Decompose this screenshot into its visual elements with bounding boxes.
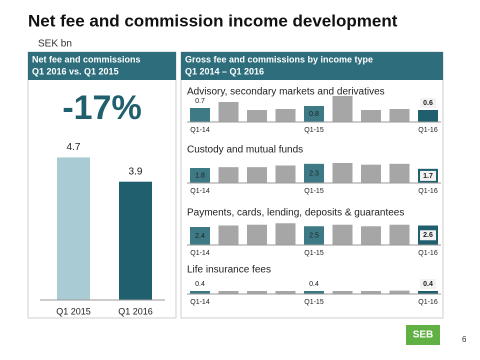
- x-tick-label: Q1 2016: [118, 306, 153, 316]
- bar: [332, 224, 353, 245]
- bar: [218, 291, 239, 294]
- bar: [389, 290, 410, 294]
- bar: [190, 168, 210, 183]
- bar: [389, 109, 410, 122]
- bar: [304, 163, 324, 183]
- right-panel: [180, 51, 444, 319]
- logo-box: [406, 325, 440, 345]
- bar: [247, 224, 267, 245]
- right-panel-title: Gross fee and commissions by income type: [185, 54, 373, 64]
- value-label: 1.7: [423, 173, 433, 180]
- bar: [275, 291, 296, 294]
- label-box: [420, 279, 436, 289]
- bar: [247, 110, 267, 122]
- x-tick-label: Q1-16: [418, 299, 438, 306]
- value-label: 4.7: [67, 142, 81, 153]
- chart-title: Life insurance fees: [187, 265, 271, 276]
- label-box: [420, 98, 436, 108]
- right-panel-header: [181, 52, 443, 80]
- value-label: 0.8: [309, 111, 319, 118]
- value-label: 1.8: [195, 172, 205, 179]
- right-panel-subtitle: Q1 2014 – Q1 2016: [185, 66, 264, 76]
- value-label: 2.6: [423, 232, 433, 239]
- x-tick-label: Q1 2015: [56, 306, 91, 316]
- left-panel-title: Net fee and commissions: [32, 54, 141, 64]
- bar: [332, 163, 353, 183]
- value-label: 0.7: [195, 98, 205, 105]
- bar: [247, 291, 267, 294]
- chart-title: Custody and mutual funds: [187, 145, 303, 156]
- value-label: 0.4: [309, 281, 319, 288]
- unit: SEK bn: [38, 39, 72, 50]
- bar: [332, 291, 353, 294]
- bar: [218, 225, 239, 245]
- bar: [275, 109, 296, 122]
- x-tick-label: Q1-14: [190, 299, 210, 306]
- value-label: 2.5: [309, 232, 319, 239]
- x-tick-label: Q1-16: [418, 127, 438, 134]
- x-tick-label: Q1-15: [304, 188, 324, 195]
- bar: [361, 164, 381, 183]
- bar: [304, 106, 324, 122]
- bar: [218, 102, 239, 122]
- x-tick-label: Q1-15: [304, 299, 324, 306]
- x-tick-label: Q1-15: [304, 250, 324, 257]
- value-label: 0.4: [195, 281, 205, 288]
- value-label: 3.9: [129, 166, 143, 177]
- bar: [190, 108, 210, 122]
- label-box: [420, 230, 436, 241]
- value-label: 2.4: [195, 233, 205, 240]
- change-annotation: -17%: [62, 89, 141, 127]
- x-tick-label: Q1-14: [190, 250, 210, 257]
- bar: [361, 291, 381, 294]
- bar: [332, 96, 353, 122]
- bar: [218, 167, 239, 183]
- bar: [304, 226, 324, 245]
- x-tick-label: Q1-14: [190, 127, 210, 134]
- bar: [119, 181, 152, 300]
- bar: [389, 163, 410, 183]
- bar: [361, 226, 381, 245]
- bar: [275, 165, 296, 183]
- bar: [247, 167, 267, 183]
- left-panel-header: [28, 52, 176, 80]
- chart-title: Advisory, secondary markets and derivati…: [187, 87, 385, 98]
- chart-title: Payments, cards, lending, deposits & gua…: [187, 208, 404, 219]
- x-tick-label: Q1-16: [418, 250, 438, 257]
- bar: [190, 227, 210, 245]
- value-label: 0.6: [423, 100, 433, 107]
- label-box: [420, 170, 436, 181]
- slide-title: Net fee and commission income developmen…: [28, 11, 398, 30]
- bar: [361, 110, 381, 122]
- bar: [190, 291, 210, 294]
- bar: [418, 110, 438, 122]
- x-tick-label: Q1-15: [304, 127, 324, 134]
- bar: [418, 291, 438, 294]
- x-tick-label: Q1-16: [418, 188, 438, 195]
- value-label: 2.3: [309, 170, 319, 177]
- value-label: 0.4: [423, 281, 433, 288]
- bar: [275, 223, 296, 245]
- bar: [389, 224, 410, 245]
- x-tick-label: Q1-14: [190, 188, 210, 195]
- logo: SEB: [413, 330, 434, 341]
- bar: [304, 291, 324, 294]
- page-number: 6: [462, 335, 467, 344]
- left-panel-subtitle: Q1 2016 vs. Q1 2015: [32, 66, 119, 76]
- bar: [57, 157, 90, 300]
